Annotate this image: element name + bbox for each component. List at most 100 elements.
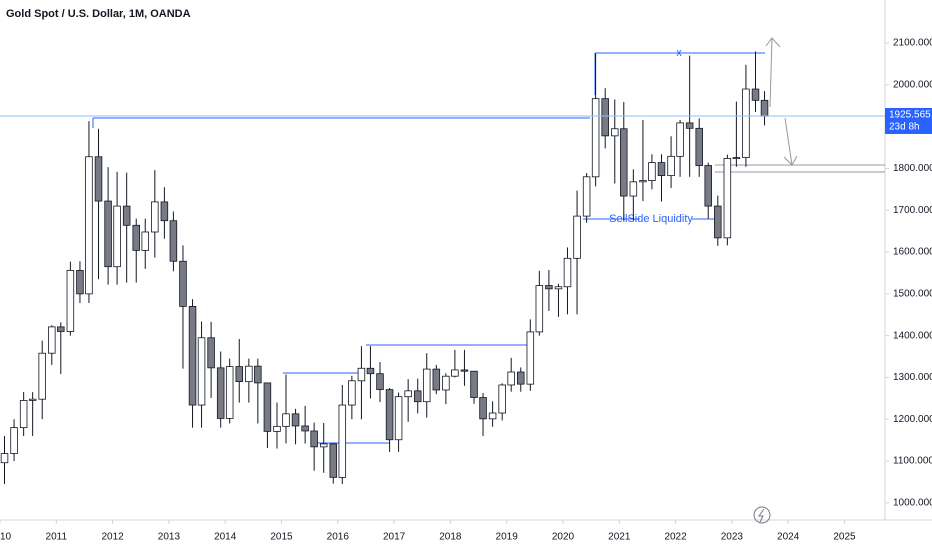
countdown-label: 23d 8h — [889, 122, 920, 133]
x-tick-label: 2019 — [496, 532, 519, 543]
candle-body — [732, 157, 741, 159]
x-tick-label: 2022 — [664, 532, 687, 543]
candle-body — [151, 201, 159, 233]
candle-body — [488, 412, 497, 420]
candle-body — [526, 331, 535, 385]
candle-body — [76, 270, 84, 295]
x-tick-label: 2021 — [608, 532, 631, 543]
x-tick-label: 2013 — [158, 532, 181, 543]
last-price-label: 1925.565 — [889, 110, 931, 121]
candle-body — [66, 270, 75, 332]
icon — [753, 506, 771, 524]
x-tick-label: 2024 — [777, 532, 800, 543]
candle-body — [620, 128, 628, 197]
y-tick-label: 1000.000 — [893, 498, 932, 509]
arrow-up — [765, 37, 781, 108]
candle-body — [611, 128, 619, 137]
candle-body — [723, 158, 732, 239]
candle-body — [263, 382, 272, 432]
y-tick-label: 1400.000 — [893, 330, 932, 341]
candle-body — [338, 404, 347, 478]
candle-body — [273, 425, 281, 432]
candle-body — [28, 398, 37, 401]
candle-body — [601, 98, 609, 137]
candle-body — [498, 384, 506, 414]
candle-body — [169, 220, 178, 262]
candle-body — [517, 371, 525, 385]
candle-body — [19, 400, 28, 429]
candle-body — [319, 443, 328, 448]
candle-body — [245, 365, 253, 383]
candle-body — [479, 397, 487, 420]
candle-body — [676, 122, 684, 157]
arrow-down — [783, 117, 798, 166]
candle-body — [366, 367, 375, 375]
candle-body — [357, 367, 366, 382]
candle-body — [348, 380, 356, 406]
candle-body — [179, 260, 187, 307]
x-tick-label: 2018 — [439, 532, 462, 543]
candle-body — [554, 286, 563, 290]
candle-body — [48, 326, 56, 354]
candle-body — [394, 396, 403, 441]
candle-body — [38, 352, 46, 400]
candle-body — [545, 285, 553, 290]
candle-body — [442, 375, 450, 391]
candle-body — [751, 88, 760, 101]
y-tick-label: 1300.000 — [893, 372, 932, 383]
y-tick-label: 1100.000 — [893, 456, 932, 467]
candle-body — [141, 231, 149, 251]
candle-body — [404, 390, 412, 398]
candle-body — [460, 369, 469, 372]
candle-body — [667, 155, 675, 176]
y-tick-label: 1500.000 — [893, 288, 932, 299]
candle-body — [685, 122, 694, 129]
candle-body — [695, 127, 703, 166]
candle-body — [57, 326, 65, 332]
y-tick-label: 1200.000 — [893, 414, 932, 425]
y-tick-label: 2000.000 — [893, 79, 932, 90]
candle-body — [582, 176, 591, 217]
candle-body — [188, 305, 197, 406]
candle-body — [413, 390, 422, 403]
candle-body — [225, 366, 234, 419]
candle-body — [85, 156, 93, 295]
x-tick-label: 2020 — [552, 532, 575, 543]
candle-body — [235, 366, 244, 383]
candle-body — [216, 367, 225, 419]
annotation: SellSide Liquidity — [609, 213, 693, 225]
candle-body — [760, 99, 769, 117]
x-tick-label: 2014 — [214, 532, 237, 543]
candle-body — [94, 156, 103, 202]
drawings — [92, 37, 885, 524]
x-tick-label: 2017 — [383, 532, 406, 543]
y-tick-label: 1800.000 — [893, 163, 932, 174]
candle-body — [629, 181, 638, 197]
candle-body — [451, 369, 459, 377]
candle-body — [0, 453, 9, 464]
x-tick-label: 2010 — [0, 532, 12, 543]
candle-body — [657, 162, 666, 176]
candle-body — [535, 285, 544, 333]
candle-body — [432, 368, 441, 391]
candle-body — [254, 365, 262, 384]
x-tick-label: 2012 — [101, 532, 124, 543]
candle-body — [301, 425, 309, 432]
candle-body — [104, 200, 112, 268]
icon — [758, 508, 765, 523]
last-price-box — [885, 107, 932, 134]
candle-body — [704, 165, 712, 207]
candle-body — [507, 371, 515, 386]
x-tick-label: 2015 — [270, 532, 293, 543]
candle-body — [291, 413, 300, 427]
candle-body — [329, 443, 338, 478]
candle-body — [207, 337, 215, 369]
candle-body — [422, 368, 431, 403]
candle-body — [563, 257, 572, 288]
x-tick-label: 2025 — [833, 532, 856, 543]
y-tick-label: 1700.000 — [893, 205, 932, 216]
candle-body — [591, 98, 600, 178]
chart-title: Gold Spot / U.S. Dollar, 1M, OANDA — [6, 8, 191, 20]
